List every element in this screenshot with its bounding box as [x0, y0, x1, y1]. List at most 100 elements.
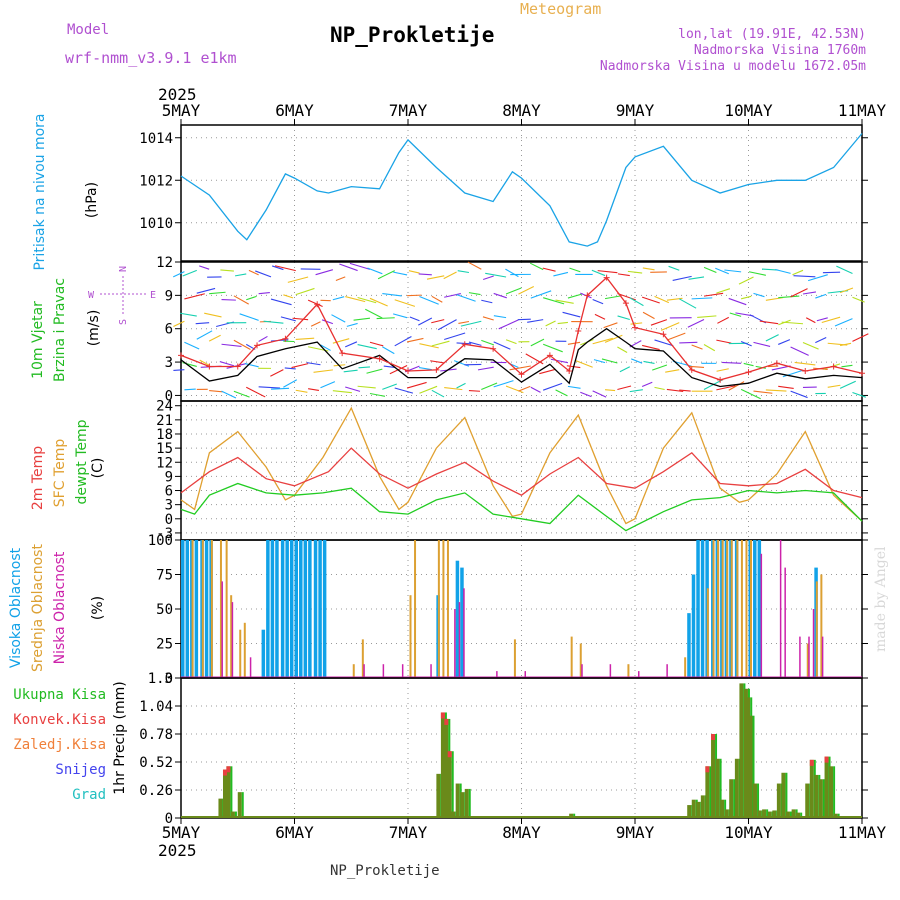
wind-arrow [485, 272, 507, 278]
wind-arrow [382, 293, 402, 297]
wind-arrow [839, 342, 852, 347]
wind-arrow [604, 295, 621, 300]
y-tick-label: 0 [165, 388, 173, 404]
cloud-bar [581, 664, 583, 678]
wind-arrow [369, 341, 384, 347]
precip-total-bar [222, 769, 227, 818]
precip-total-edge [733, 779, 736, 818]
wind-arrow [246, 295, 257, 301]
wind-arrow [332, 338, 350, 344]
gust-marker [622, 300, 629, 307]
gust-marker [433, 366, 440, 373]
wind-arrow [258, 386, 281, 389]
wind-arrow [545, 320, 556, 327]
cloud-bar [808, 636, 810, 678]
wind-arrow [539, 368, 556, 375]
precip-total-bar [687, 805, 692, 818]
gust-marker [584, 292, 591, 299]
wind-arrow [331, 314, 346, 323]
wind-ylabel-2: Brzina i Pravac [52, 278, 68, 382]
wind-arrow [802, 342, 819, 350]
cloud-bar [460, 567, 464, 678]
pressure-panel: 1010 1012 1014 [139, 124, 868, 262]
x-tick-label-top: 11MAY [838, 101, 887, 120]
wind-arrow [781, 321, 804, 325]
precip-total-bar [833, 813, 838, 818]
cloud-bar [194, 540, 199, 678]
y-tick-label: 12 [156, 255, 173, 271]
wind-arrow [295, 389, 308, 393]
wind-arrows [172, 261, 869, 400]
wind-arrow [778, 295, 800, 299]
wind-arrow [173, 320, 185, 328]
year-top: 2025 [158, 85, 197, 104]
sfc-temp-line [180, 406, 863, 525]
wind-arrow [822, 271, 841, 274]
precip-legend-item: Snijeg [55, 762, 106, 778]
wind-arrow [827, 384, 841, 388]
x-tick-label-top: 10MAY [724, 101, 773, 120]
cloud-bar [455, 560, 460, 678]
wind-arrow [258, 292, 270, 295]
wind-arrow [550, 358, 569, 364]
wind-arrow [518, 385, 531, 392]
wind-arrow [580, 391, 592, 398]
precip-total-bar [569, 813, 574, 818]
cloud-bar [313, 540, 318, 678]
cloud-bar [318, 540, 322, 678]
wind-arrow [456, 342, 472, 345]
precip-total-bar [743, 688, 748, 818]
cloud-bar [463, 588, 465, 678]
gust-marker [660, 331, 667, 338]
y-tick-label: 1012 [139, 173, 173, 189]
gust-marker [632, 324, 638, 331]
wind-arrow [672, 275, 692, 281]
wind-arrow [765, 334, 779, 342]
cloud-bar [815, 581, 818, 678]
precip-total-bar [753, 783, 758, 818]
cloud-bar [721, 540, 724, 678]
wind-arrow [468, 341, 482, 346]
cloud-bar [812, 609, 815, 678]
gust-marker [206, 363, 213, 370]
wind-arrow [320, 381, 336, 389]
cloud-bar [750, 540, 752, 678]
wind-arrow [426, 275, 445, 280]
wind-arrow [418, 366, 432, 371]
precip-total-edge [752, 715, 755, 818]
wind-arrow [208, 334, 221, 342]
wind-arrow [335, 276, 346, 282]
y-tick-label: 24 [156, 399, 173, 415]
wind-arrow [346, 322, 358, 327]
cloud-bar [753, 540, 757, 678]
wind-arrow [617, 346, 628, 354]
cloud-bar [294, 540, 298, 678]
precip-conv-cap [809, 759, 814, 766]
cloud-bar [285, 540, 289, 678]
precip-total-edge [468, 788, 471, 818]
precip-total-bar [809, 759, 814, 818]
wind-arrow [270, 387, 290, 390]
wind-arrow [678, 298, 697, 309]
y-tick-label: 0.52 [139, 755, 173, 771]
wind-panel: 0 3 6 9 12 W E N S [88, 255, 869, 404]
gust-marker [314, 301, 321, 308]
wind-arrow [291, 363, 309, 369]
wind-arrow [493, 380, 514, 388]
precip-total-bar [691, 799, 696, 818]
cloud-bar [609, 664, 612, 678]
wind-arrow [460, 320, 482, 327]
wind-arrow [394, 299, 416, 307]
precip-total-bar [720, 799, 725, 818]
precip-total-bar [729, 779, 734, 818]
wind-arrow [666, 332, 686, 341]
wind-arrow [270, 369, 284, 377]
wind-arrow [498, 319, 519, 330]
wind-arrow [715, 267, 729, 275]
precip-total-bar [218, 798, 223, 818]
x-tick-label-bottom: 10MAY [724, 823, 773, 842]
gust-marker [339, 350, 346, 357]
wind-arrow [724, 269, 742, 273]
low-cloud-ylabel: Niska Oblacnost [52, 551, 68, 664]
wind-arrow [313, 369, 333, 373]
